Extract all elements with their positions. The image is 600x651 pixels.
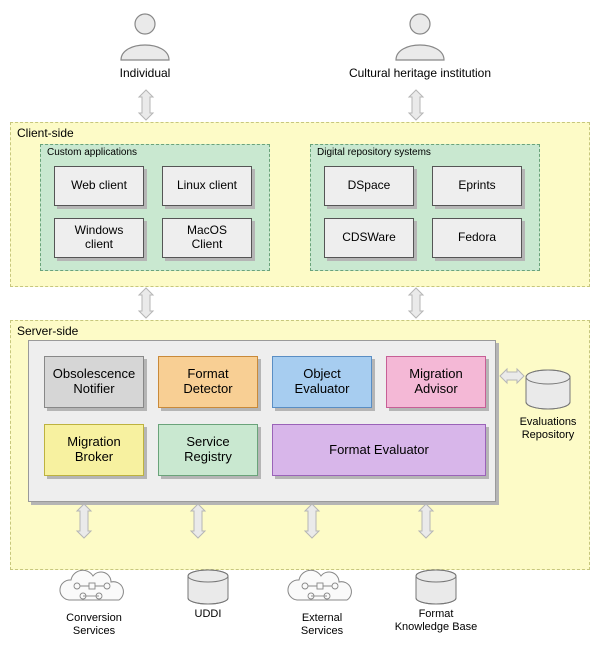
database-icon — [408, 568, 464, 608]
person-icon — [105, 10, 185, 66]
actor-institution: Cultural heritage institution — [340, 10, 500, 80]
architecture-diagram: Individual Cultural heritage institution… — [10, 10, 590, 641]
fedora-box: Fedora — [432, 218, 522, 258]
conversion-services: Conversion Services — [50, 568, 138, 637]
linux-client-box: Linux client — [162, 166, 252, 206]
cloud-icon — [55, 568, 133, 612]
server-side-title: Server-side — [17, 324, 78, 338]
actor-individual-label: Individual — [105, 66, 185, 80]
cloud-icon — [283, 568, 361, 612]
cdsware-box: CDSWare — [324, 218, 414, 258]
format-detector-box: Format Detector — [158, 356, 258, 408]
person-icon — [340, 10, 500, 66]
windows-client-box: Windows client — [54, 218, 144, 258]
eprints-box: Eprints — [432, 166, 522, 206]
evaluations-repository: Evaluations Repository — [518, 368, 578, 441]
actor-institution-label: Cultural heritage institution — [340, 66, 500, 80]
dspace-box: DSpace — [324, 166, 414, 206]
macos-client-box: MacOS Client — [162, 218, 252, 258]
custom-applications-title: Custom applications — [47, 147, 137, 158]
format-knowledge-base: Format Knowledge Base — [392, 568, 480, 633]
format-evaluator-box: Format Evaluator — [272, 424, 486, 476]
object-evaluator-box: Object Evaluator — [272, 356, 372, 408]
migration-broker-box: Migration Broker — [44, 424, 144, 476]
service-registry-box: Service Registry — [158, 424, 258, 476]
external-services: External Services — [278, 568, 366, 637]
database-icon — [518, 368, 578, 416]
client-side-title: Client-side — [17, 126, 74, 140]
actor-individual: Individual — [105, 10, 185, 80]
obsolescence-notifier-box: Obsolescence Notifier — [44, 356, 144, 408]
migration-advisor-box: Migration Advisor — [386, 356, 486, 408]
digital-repository-title: Digital repository systems — [317, 147, 431, 158]
uddi: UDDI — [164, 568, 252, 621]
database-icon — [180, 568, 236, 608]
web-client-box: Web client — [54, 166, 144, 206]
evaluations-repository-label: Evaluations Repository — [518, 416, 578, 441]
